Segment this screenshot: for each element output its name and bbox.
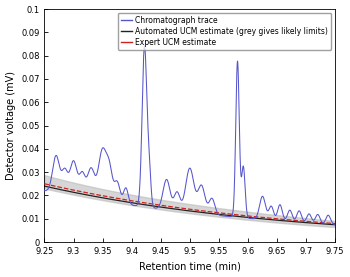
Legend: Chromatograph trace, Automated UCM estimate (grey gives likely limits), Expert U: Chromatograph trace, Automated UCM estim… bbox=[118, 13, 331, 50]
X-axis label: Retention time (min): Retention time (min) bbox=[139, 261, 241, 271]
Y-axis label: Detector voltage (mV): Detector voltage (mV) bbox=[6, 71, 15, 180]
